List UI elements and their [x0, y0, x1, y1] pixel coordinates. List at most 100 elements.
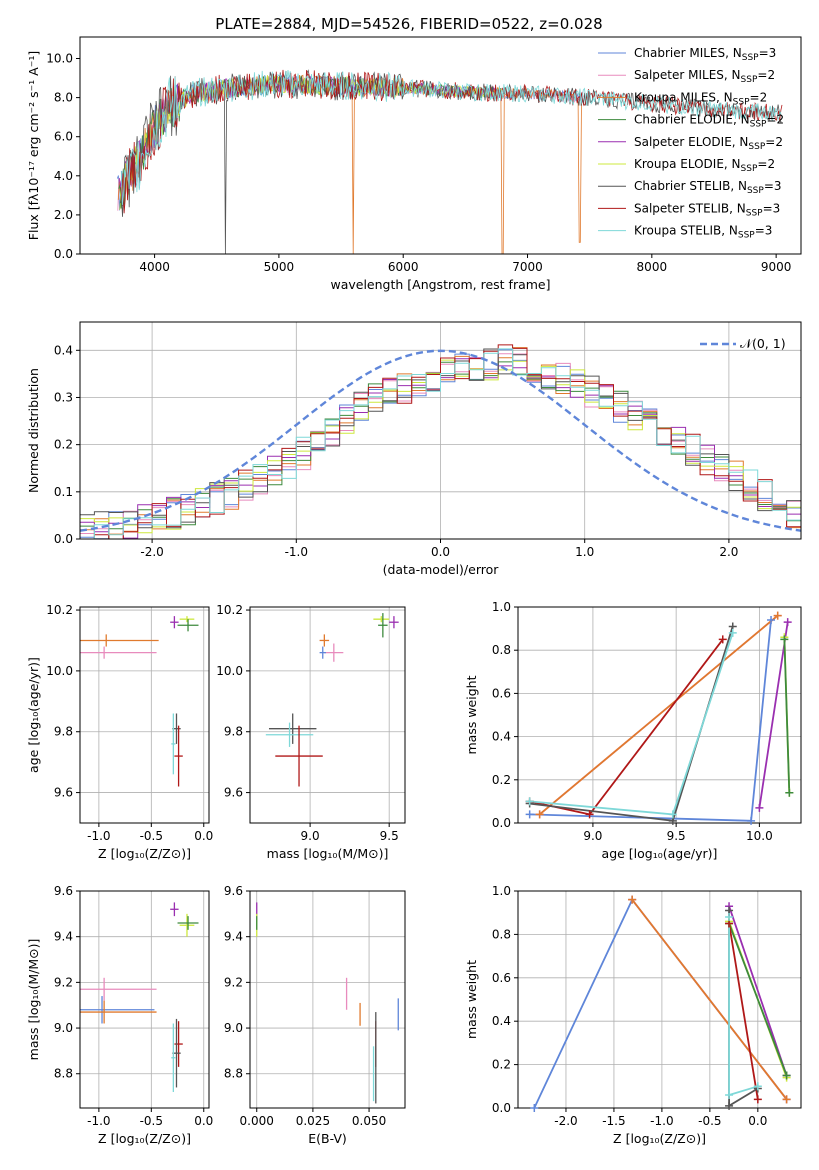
axes-massweight-vs-age: 9.0 9.5 10.0 0.0 0.2 0.4 0.6 0.8 1.0 age [log₁₀(a… — [464, 600, 802, 861]
errorbar-kroupa-miles — [80, 1000, 157, 1024]
y-tick-label: 9.6 — [224, 786, 243, 800]
marker-salpeter-elodie — [783, 618, 792, 627]
marker-kroupa-miles — [535, 810, 544, 819]
x-tick-label: -2.0 — [140, 545, 163, 559]
y-tick-label: 0.0 — [54, 532, 73, 546]
legend-label: Chabrier STELIB, NSSP=3 — [634, 179, 782, 196]
y-tick-label: 9.6 — [54, 786, 73, 800]
marker-kroupa-miles — [782, 1095, 791, 1104]
marker-kroupa-stelib — [668, 810, 677, 819]
errorbar-chabrier-elodie — [177, 916, 199, 930]
axes-frame — [79, 606, 210, 824]
x-axis-label: Z [log₁₀(Z/Z⊙)] — [98, 846, 191, 861]
x-tick-label: -1.0 — [87, 829, 110, 843]
y-tick-label: 9.8 — [54, 725, 73, 739]
x-tick-label: -0.5 — [140, 829, 163, 843]
axes-frame — [517, 890, 802, 1109]
x-tick-label: 2.0 — [719, 545, 738, 559]
marker-chabrier-miles — [767, 615, 776, 624]
y-tick-label: 0.0 — [492, 816, 511, 830]
x-tick-label: 7000 — [512, 260, 543, 274]
line-kroupa-miles — [539, 614, 779, 816]
errorbar-kroupa-elodie — [179, 616, 195, 623]
x-tick-label: -1.0 — [87, 1114, 110, 1128]
x-tick-label: 0.0 — [194, 829, 213, 843]
marker-chabrier-elodie — [785, 788, 794, 797]
y-tick-label: 8.0 — [54, 91, 73, 105]
line-kroupa-stelib — [529, 632, 734, 816]
errorbar-kroupa-stelib — [265, 722, 314, 747]
y-tick-label: 10.2 — [216, 603, 243, 617]
x-tick-label: 1.0 — [575, 545, 594, 559]
errorbar-kroupa-stelib — [171, 713, 176, 775]
y-tick-label: 9.2 — [224, 975, 243, 989]
x-tick-label: 9.5 — [380, 829, 399, 843]
marker-kroupa-stelib — [725, 913, 734, 922]
axes-residuals: -2.0 -1.0 0.0 1.0 2.0 0.0 0.1 0.2 0.3 0.4 (data-mo… — [26, 321, 802, 577]
axes-frame — [79, 36, 802, 255]
y-tick-label: 9.6 — [54, 884, 73, 898]
marker-chabrier-stelib — [725, 1101, 734, 1110]
y-tick-label: 1.0 — [492, 884, 511, 898]
y-tick-label: 9.8 — [224, 725, 243, 739]
x-tick-label: 6000 — [388, 260, 419, 274]
x-tick-label: 0.0 — [194, 1114, 213, 1128]
x-axis-label: E(B-V) — [308, 1131, 347, 1146]
errorbar-salpeter-stelib — [174, 725, 183, 787]
errorbar-salpeter-elodie — [170, 616, 179, 629]
y-tick-label: 0.4 — [54, 343, 73, 357]
y-tick-label: 9.2 — [54, 975, 73, 989]
marker-kroupa-stelib — [728, 628, 737, 637]
axes-frame — [517, 606, 802, 824]
y-tick-label: 10.2 — [46, 603, 73, 617]
axes-age-vs-Z: -1.0 -0.5 0.0 9.6 9.8 10.0 10.2 Z [log₁₀(Z/Z⊙)]… — [26, 603, 213, 861]
y-tick-label: 0.0 — [492, 1101, 511, 1115]
y-tick-label: 0.6 — [492, 686, 511, 700]
line-salpeter-stelib — [529, 638, 724, 816]
y-tick-label: 0.1 — [54, 485, 73, 499]
y-tick-label: 8.8 — [224, 1067, 243, 1081]
y-tick-label: 9.0 — [54, 1021, 73, 1035]
x-tick-label: -0.5 — [698, 1114, 721, 1128]
marker-chabrier-miles — [747, 816, 756, 825]
legend-label: Salpeter MILES, NSSP=2 — [634, 68, 775, 85]
errorbar-chabrier-stelib — [268, 713, 317, 744]
x-axis-label: Z [log₁₀(Z/Z⊙)] — [613, 1131, 706, 1146]
y-tick-label: 9.4 — [54, 930, 73, 944]
errorbar-salpeter-stelib — [174, 1021, 183, 1067]
y-tick-label: 6.0 — [54, 130, 73, 144]
errorbar-salpeter-miles — [80, 977, 157, 1001]
plot-area — [265, 613, 399, 787]
plot-area — [533, 897, 788, 1108]
marker-chabrier-miles — [530, 1104, 539, 1112]
axes-age-vs-mass: 9.0 9.5 9.6 9.8 10.0 10.2 mass [log₁₀(M/M⊙)] — [216, 603, 406, 861]
marker-kroupa-miles — [773, 611, 782, 620]
y-tick-label: 0.3 — [54, 390, 73, 404]
y-tick-label: 0.8 — [492, 643, 511, 657]
x-tick-label: 0.0 — [748, 1114, 767, 1128]
axes-frame — [249, 890, 406, 1109]
histogram-kroupa-stelib — [80, 348, 801, 539]
y-tick-label: 2.0 — [54, 208, 73, 222]
y-tick-label: 9.4 — [224, 930, 243, 944]
line-chabrier-miles — [533, 897, 788, 1108]
axes-massweight-vs-Z: -2.0 -1.5 -1.0 -0.5 0.0 0.0 0.2 0.4 0.6 0.8 1.0 Z [… — [464, 884, 802, 1146]
marker-chabrier-elodie — [782, 1071, 791, 1080]
marker-kroupa-stelib — [753, 1082, 762, 1091]
x-tick-label: -2.0 — [554, 1114, 577, 1128]
x-tick-label: 10.0 — [746, 829, 773, 843]
errorbar-kroupa-stelib — [171, 1023, 176, 1093]
spectrum-line-salpeter-elodie — [118, 73, 503, 207]
legend-label: Kroupa MILES, NSSP=2 — [634, 90, 767, 107]
x-tick-label: 9.0 — [301, 829, 320, 843]
x-tick-label: 4000 — [139, 260, 170, 274]
axes-mass-vs-Z: -1.0 -0.5 0.0 8.8 9.0 9.2 9.4 9.6 Z [log₁₀(Z/Z⊙)… — [26, 884, 213, 1146]
errorbar-salpeter-miles — [80, 646, 157, 659]
normal-curve — [80, 349, 801, 532]
x-axis-label: Z [log₁₀(Z/Z⊙)] — [98, 1131, 191, 1146]
y-axis-label: Flux [fλ10⁻¹⁷ erg cm⁻² s⁻¹ A⁻¹] — [26, 51, 41, 240]
x-tick-label: -0.5 — [140, 1114, 163, 1128]
y-axis-label: Normed distribution — [26, 368, 41, 493]
plot-area — [529, 614, 791, 822]
y-tick-label: 0.2 — [492, 773, 511, 787]
